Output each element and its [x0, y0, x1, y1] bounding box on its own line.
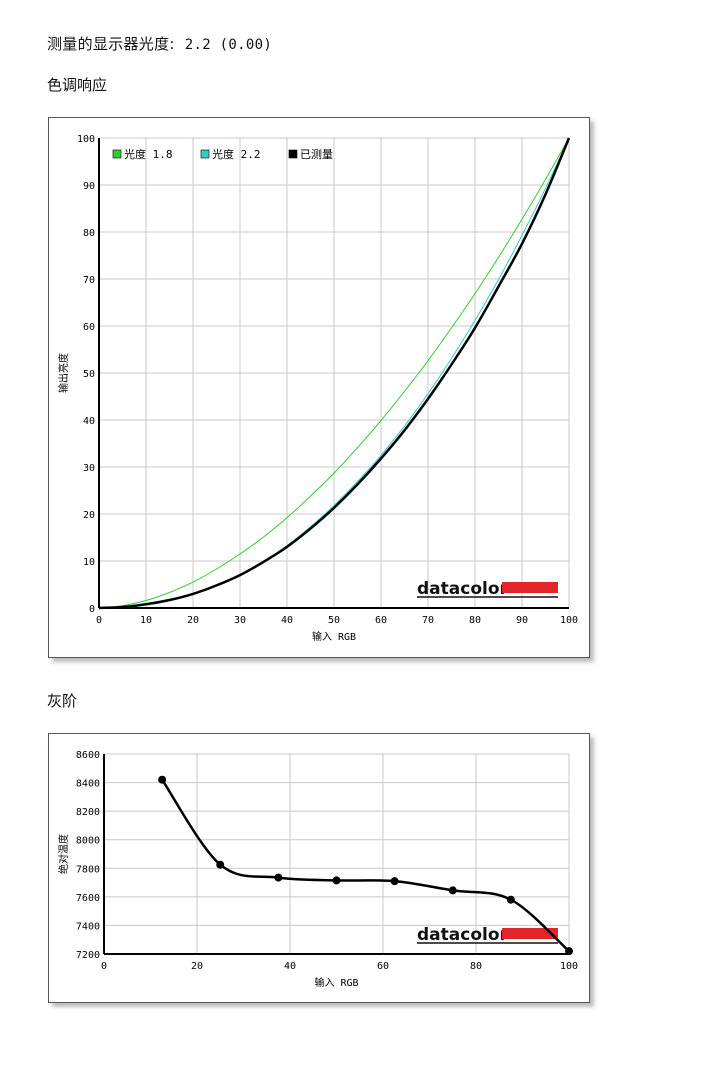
section-title-tone-response: 色调响应 [47, 76, 108, 94]
x-tick-label: 40 [284, 961, 296, 972]
data-point [448, 886, 457, 895]
datacolor-logo-text: datacolor [417, 925, 509, 945]
y-tick-label: 20 [83, 510, 95, 521]
series-line-1 [98, 137, 570, 609]
data-point [158, 775, 167, 784]
section-title-grayscale: 灰阶 [47, 692, 78, 710]
data-point [332, 876, 341, 885]
x-tick-label: 40 [281, 615, 293, 626]
datacolor-logo-text: datacolor [417, 579, 509, 599]
x-tick-label: 100 [560, 961, 578, 972]
data-point [506, 895, 515, 904]
y-tick-label: 7200 [76, 950, 100, 961]
measured-gamma-line: 测量的显示器光度: 2.2 (0.00) [47, 33, 272, 54]
x-tick-label: 80 [469, 615, 481, 626]
x-tick-label: 100 [560, 615, 578, 626]
y-tick-label: 7400 [76, 921, 100, 932]
x-axis-label: 输入 RGB [314, 976, 358, 989]
tone-response-chart: 0 10 20 30 40 50 60 70 80 90 100 0 10 20 30 40 50 60 70 80 9… [57, 134, 578, 643]
datacolor-logo-bar [502, 928, 558, 939]
x-axis-label: 输入 RGB [312, 630, 356, 643]
x-tick-label: 0 [96, 615, 102, 626]
plot-area [104, 754, 569, 954]
legend-label-3: 已测量 [300, 148, 333, 161]
tone-response-panel: 0 10 20 30 40 50 60 70 80 90 100 0 10 20 30 40 50 60 70 80 9… [48, 117, 590, 658]
y-tick-label: 100 [77, 134, 95, 145]
legend-label-2: 光度 2.2 [212, 147, 261, 161]
x-tick-label: 0 [101, 961, 107, 972]
y-tick-label: 7800 [76, 864, 100, 875]
y-tick-label: 40 [83, 416, 95, 427]
y-tick-label: 30 [83, 463, 95, 474]
x-tick-label: 20 [187, 615, 199, 626]
x-tick-label: 30 [234, 615, 246, 626]
legend-swatch-2 [200, 149, 210, 159]
y-tick-label: 8000 [76, 836, 100, 847]
grayscale-chart: 0 20 40 60 80 100 7200 7400 7600 7800 8000 8200 8400… [57, 750, 578, 989]
y-tick-label: 8600 [76, 750, 100, 761]
y-axis-label: 绝对温度 [57, 834, 70, 874]
y-tick-label: 60 [83, 322, 95, 333]
x-tick-label: 10 [140, 615, 152, 626]
grayscale-panel: 0 20 40 60 80 100 7200 7400 7600 7800 8000 8200 8400… [48, 733, 590, 1003]
data-point [274, 873, 283, 882]
y-tick-label: 90 [83, 181, 95, 192]
series-line-3 [98, 137, 571, 610]
legend-swatch-1 [112, 149, 122, 159]
y-tick-label: 7600 [76, 893, 100, 904]
y-tick-label: 0 [89, 604, 95, 615]
y-tick-label: 10 [83, 557, 95, 568]
x-tick-label: 90 [516, 615, 528, 626]
data-point [565, 947, 573, 956]
y-tick-label: 80 [83, 228, 95, 239]
x-tick-label: 60 [377, 961, 389, 972]
y-tick-label: 8200 [76, 807, 100, 818]
datacolor-logo-bar [502, 582, 558, 593]
x-tick-label: 20 [191, 961, 203, 972]
measured-gamma-value: 2.2 (0.00) [184, 37, 273, 53]
measured-gamma-label: 测量的显示器光度: [47, 35, 175, 53]
x-tick-label: 70 [422, 615, 434, 626]
data-point [390, 877, 399, 886]
y-axis-label: 输出亮度 [57, 353, 70, 393]
x-tick-label: 60 [375, 615, 387, 626]
data-point [216, 860, 225, 869]
legend-label-1: 光度 1.8 [124, 147, 173, 161]
y-tick-label: 50 [83, 369, 95, 380]
x-tick-label: 50 [328, 615, 340, 626]
y-tick-label: 70 [83, 275, 95, 286]
y-tick-label: 8400 [76, 779, 100, 790]
legend-swatch-3 [288, 149, 298, 159]
x-tick-label: 80 [470, 961, 482, 972]
